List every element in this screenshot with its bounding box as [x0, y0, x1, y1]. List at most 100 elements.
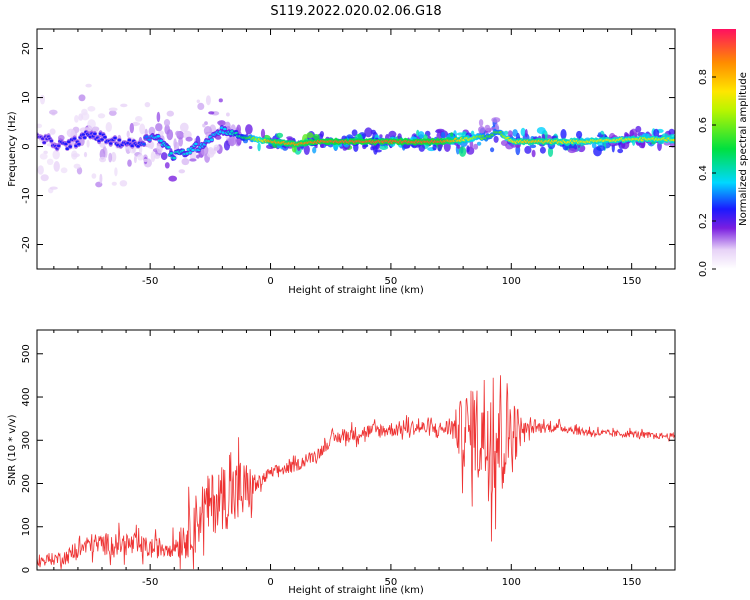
spectrogram-cell — [52, 149, 60, 160]
x-tick-label: 50 — [385, 276, 398, 287]
spectrogram-cell — [86, 139, 90, 148]
x-tick-label: -50 — [142, 276, 158, 287]
spectrogram-ticks: -50 0 50 100 150 -20 -10 0 10 20 — [21, 29, 675, 287]
spectrogram-cell — [49, 109, 58, 115]
spectrogram-cell — [114, 167, 118, 177]
spectrogram-cell — [53, 161, 60, 172]
spectrogram-cell — [71, 153, 80, 158]
spectrogram-cell — [478, 126, 486, 134]
spectrogram-cell — [66, 128, 76, 138]
spectrogram-cell — [73, 163, 81, 169]
colorbar-tick-label: 0.0 — [698, 261, 709, 277]
spectrogram-cell — [417, 131, 425, 139]
spectrogram-cell — [169, 152, 174, 155]
spectrogram-cell — [245, 124, 253, 135]
spectrogram-cell — [64, 142, 68, 146]
y-tick-label: 300 — [21, 431, 32, 450]
spectrogram-cell — [82, 136, 87, 139]
spectrogram-cell — [163, 119, 171, 127]
spectrogram-cell — [364, 127, 373, 138]
spectrogram-cell — [473, 143, 479, 150]
spectrogram-cell — [490, 147, 495, 153]
y-tick-label: 100 — [21, 517, 32, 536]
spectrogram-cell — [388, 130, 397, 138]
spectrogram-cell — [68, 145, 72, 148]
spectrogram-cell — [78, 113, 84, 121]
spectrogram-cell — [85, 83, 92, 88]
spectrogram-cell — [99, 142, 106, 148]
snr-x-axis-label: Height of straight line (km) — [288, 585, 424, 596]
spectrogram-cell — [617, 148, 624, 154]
spectrogram-cell — [145, 135, 149, 138]
spectrogram-cell — [37, 123, 43, 129]
spectrogram-cell — [81, 108, 88, 116]
spectrogram-cell — [117, 138, 122, 142]
x-tick-label: 150 — [622, 577, 641, 588]
spectrogram-cell — [493, 135, 499, 143]
spectrogram-cell — [160, 152, 168, 161]
y-tick-label: 200 — [21, 474, 32, 493]
snr-marks — [37, 375, 675, 570]
spectrogram-cell — [213, 144, 220, 151]
spectrogram-marks — [37, 83, 675, 194]
x-tick-label: 50 — [385, 577, 398, 588]
spectrogram-cell — [40, 174, 49, 182]
spectrogram-cell — [476, 141, 482, 146]
spectrogram-cell — [597, 132, 602, 138]
spectrogram-cell — [436, 128, 445, 133]
spectrogram-cell — [156, 111, 161, 123]
spectrogram-cell — [173, 138, 177, 149]
spectrogram-cell — [111, 181, 117, 186]
spectrogram-cell — [206, 147, 215, 158]
colorbar-tick-label: 0.4 — [698, 165, 709, 181]
spectrogram-cell — [503, 130, 509, 135]
spectrogram-cell — [351, 129, 358, 137]
y-tick-label: 0 — [21, 143, 32, 149]
spectrogram-cell — [60, 167, 68, 174]
colorbar-tick-label: 0.6 — [698, 117, 709, 133]
spectrogram-cell — [520, 127, 526, 137]
spectrogram-cell — [77, 142, 81, 146]
spectrogram-cell — [159, 139, 163, 143]
spectrogram-cell — [456, 132, 465, 136]
spectrogram-cell — [72, 137, 77, 140]
spectrogram-cell — [194, 142, 198, 146]
colorbar: 0.0 0.2 0.4 0.6 0.8 Normalized spectral ampl… — [698, 29, 749, 277]
spectrogram-cell — [78, 94, 86, 102]
spectrogram-cell — [143, 158, 148, 162]
spectrogram-cell — [418, 143, 425, 152]
spectrogram-cell — [97, 113, 106, 119]
spectrogram-cell — [536, 127, 546, 134]
spectrogram-frame — [36, 28, 676, 270]
spectrogram-cell — [362, 144, 367, 150]
spectrogram-cell — [168, 175, 177, 182]
spectrogram-cell — [188, 151, 192, 154]
spectrogram-cell — [127, 159, 132, 167]
spectrogram-cell — [42, 141, 46, 144]
spectrogram-cell — [81, 133, 85, 136]
spectrogram-cell — [524, 145, 532, 154]
spectrogram-cell — [478, 119, 484, 127]
x-tick-label: 0 — [267, 577, 273, 588]
spectrogram-cell — [215, 135, 222, 140]
spectrogram-cell — [130, 144, 135, 147]
spectrogram-cell — [166, 129, 174, 141]
spectrogram-cell — [120, 103, 128, 108]
spectrogram-cell — [500, 140, 509, 146]
spectrogram-cell — [93, 132, 97, 136]
spectrogram-cell — [153, 154, 161, 159]
x-tick-label: -50 — [142, 577, 158, 588]
spectrogram-cell — [524, 129, 528, 138]
spectrogram-cell — [67, 140, 71, 143]
spectrogram-cell — [74, 115, 79, 123]
spectrogram-cell — [103, 135, 107, 139]
spectrogram-cell — [178, 169, 186, 174]
spectrogram-cell — [100, 138, 104, 141]
spectrogram-cell — [312, 134, 320, 140]
spectrogram-cell — [49, 186, 58, 190]
spectrogram-cell — [491, 117, 501, 123]
x-tick-label: 100 — [502, 577, 521, 588]
spectrogram-cell — [567, 148, 577, 154]
spectrogram-cell — [46, 158, 54, 165]
spectrogram-cell — [466, 145, 470, 153]
